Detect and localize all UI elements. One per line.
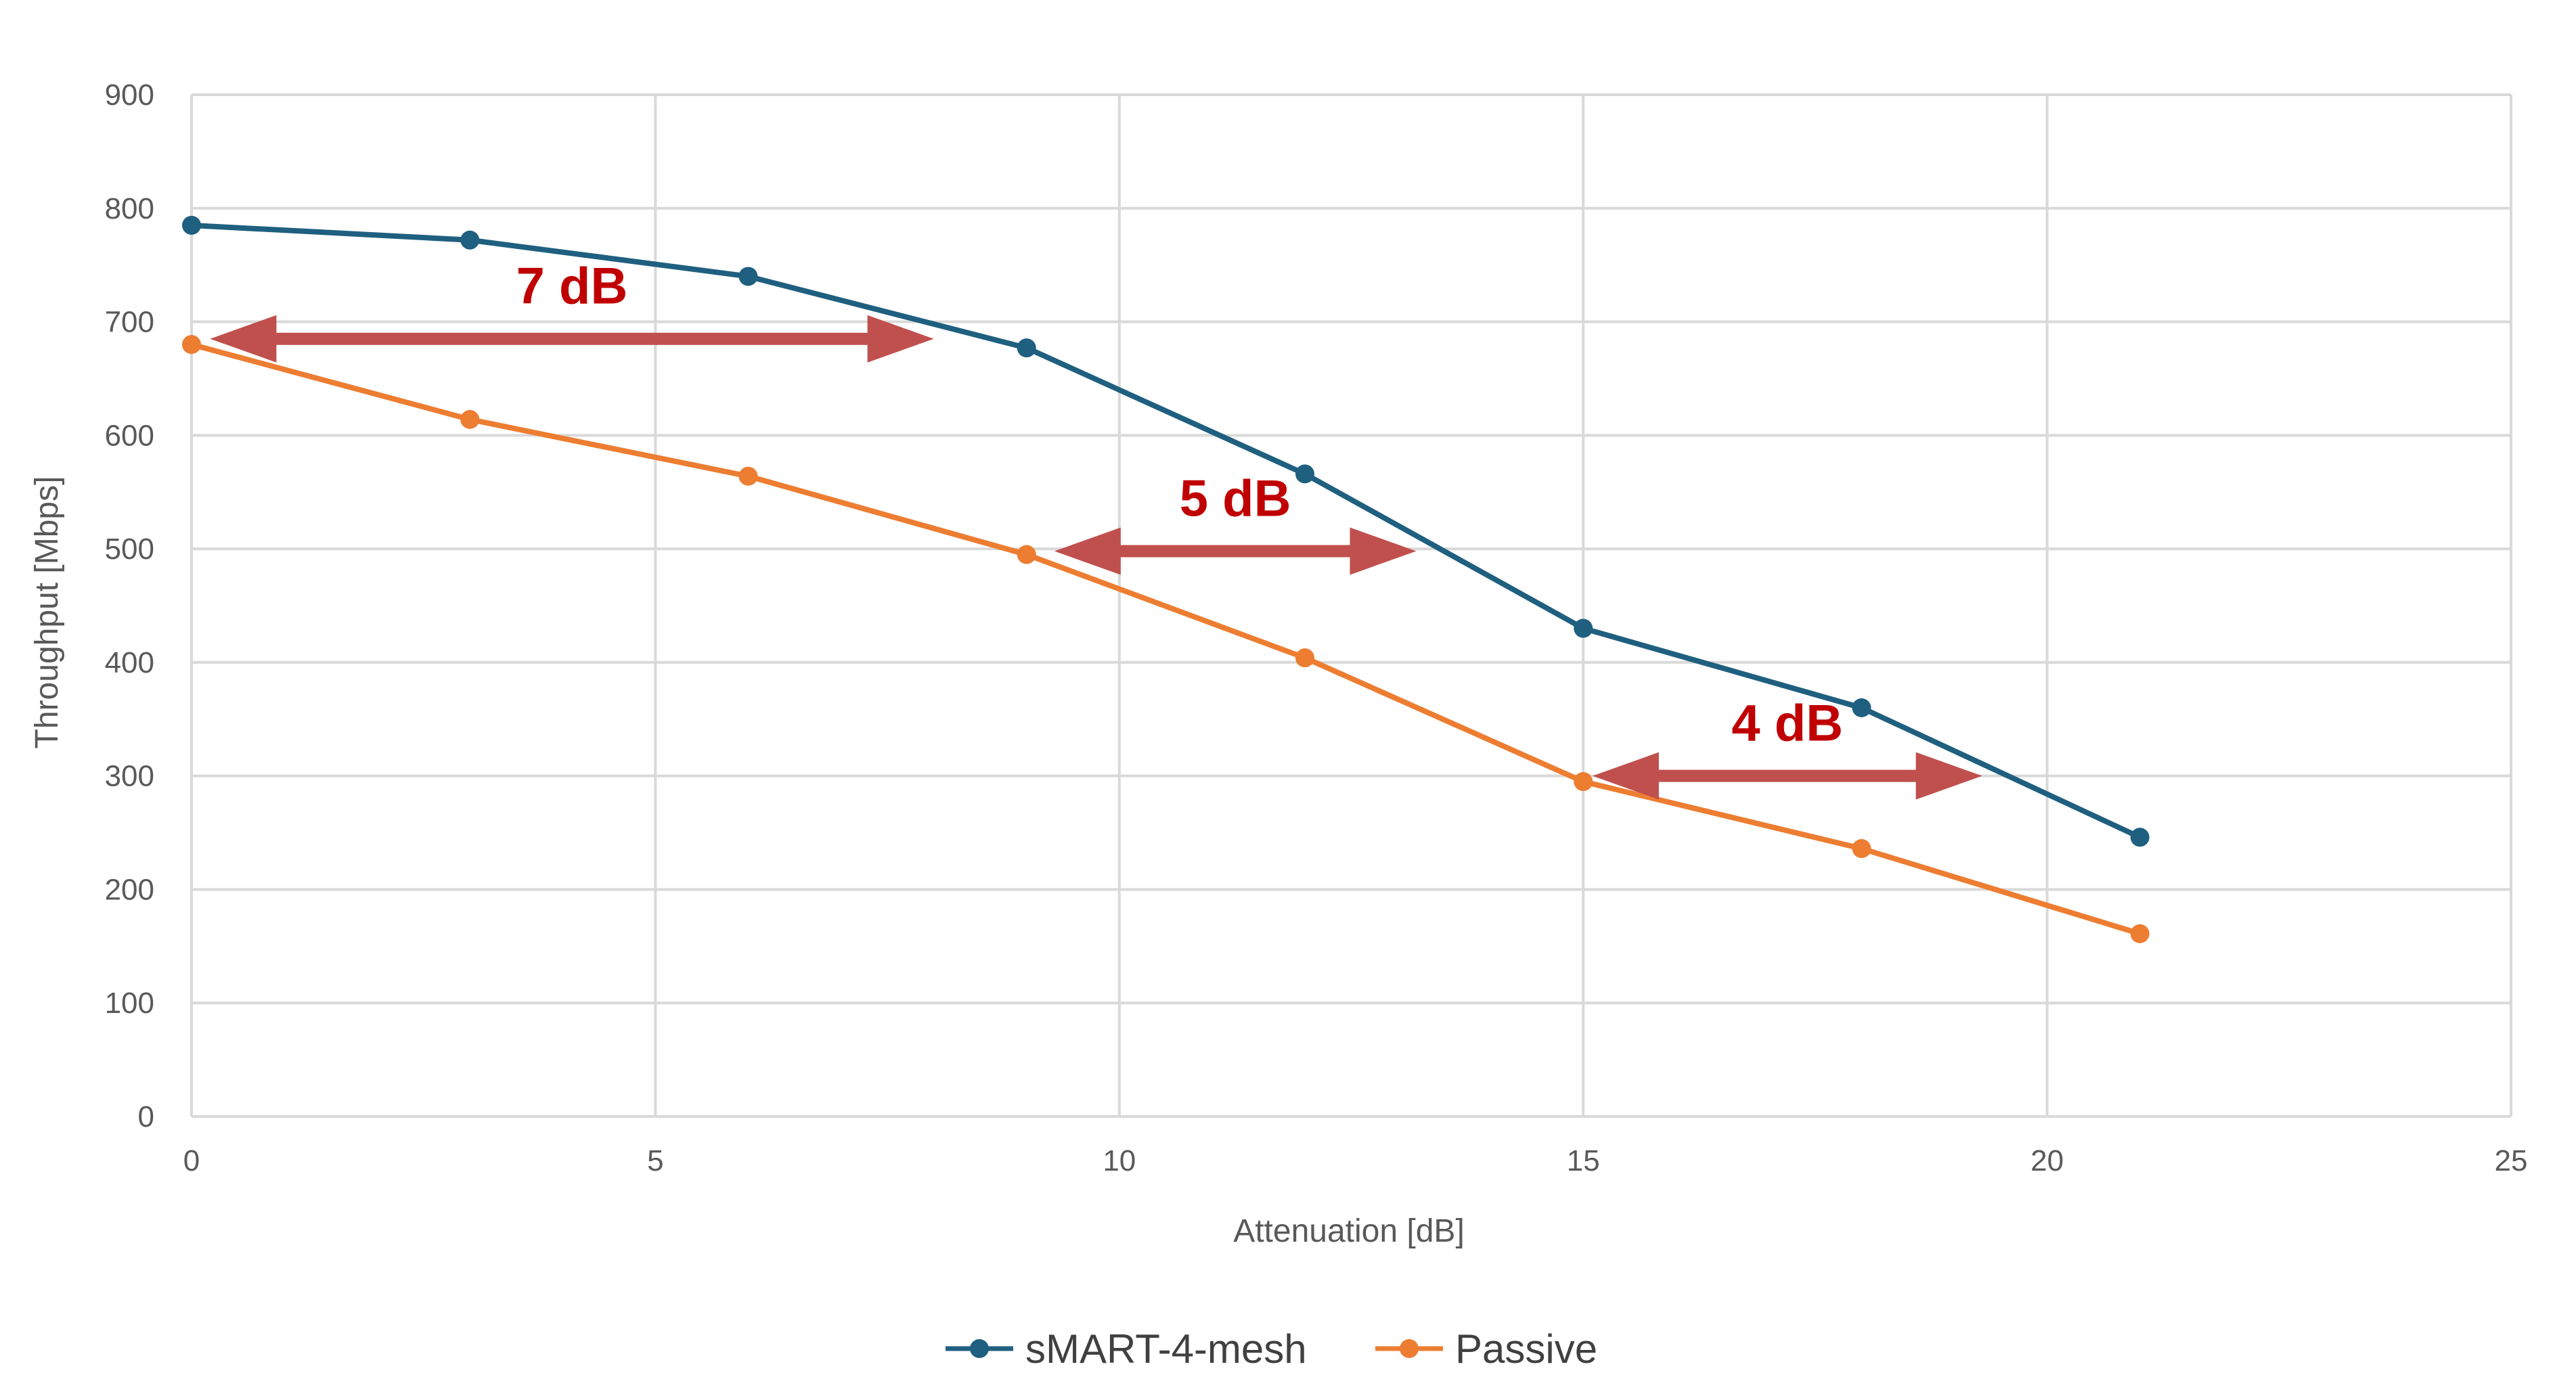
data-point-passive[interactable] [182,335,201,355]
y-tick-label: 200 [105,873,154,906]
data-point-smart-4-mesh[interactable] [738,267,758,286]
y-tick-label: 900 [105,78,154,112]
double-arrow [210,315,934,363]
legend-swatch-marker [1400,1339,1419,1358]
data-point-smart-4-mesh[interactable] [1295,464,1314,484]
annotations: 7 dB 5 dB 4 dB [210,258,1982,800]
data-point-smart-4-mesh[interactable] [2130,828,2150,847]
y-tick-label: 400 [105,646,154,679]
y-tick-label: 100 [105,987,154,1020]
legend: sMART-4-mesh Passive [946,1326,1597,1372]
y-axis-ticks: 0 100 200 300 400 500 600 700 800 900 [105,78,154,1133]
series-points [182,215,2150,943]
annotation-label: 7 dB [516,258,628,315]
y-tick-label: 600 [105,419,154,452]
x-axis-label: Attenuation [dB] [1233,1213,1465,1249]
legend-swatch-marker [970,1339,989,1358]
data-point-smart-4-mesh[interactable] [1017,338,1036,358]
legend-item-smart-4-mesh[interactable]: sMART-4-mesh [946,1326,1307,1372]
annotation-arrow: 7 dB [210,258,934,363]
legend-item-passive[interactable]: Passive [1375,1326,1597,1372]
data-point-passive[interactable] [2130,924,2150,943]
y-tick-label: 800 [105,192,154,225]
x-tick-label: 5 [647,1144,663,1177]
x-tick-label: 15 [1567,1144,1600,1177]
double-arrow [1592,752,1982,800]
data-point-passive[interactable] [738,466,758,486]
data-point-passive[interactable] [1574,772,1593,792]
legend-label-smart-4-mesh: sMART-4-mesh [1025,1326,1307,1372]
data-point-smart-4-mesh[interactable] [1574,618,1593,638]
legend-label-passive: Passive [1455,1326,1597,1372]
data-point-passive[interactable] [1295,648,1314,668]
data-point-passive[interactable] [460,409,480,429]
data-point-passive[interactable] [1852,839,1871,859]
series-line-passive [190,342,2141,937]
data-point-smart-4-mesh[interactable] [1852,698,1871,717]
x-axis-ticks: 0 5 10 15 20 25 [183,1144,2528,1177]
data-point-smart-4-mesh[interactable] [182,215,201,235]
annotation-label: 5 dB [1180,470,1291,527]
series-line-smart-4-mesh [191,222,2141,840]
x-tick-label: 0 [183,1144,200,1177]
x-tick-label: 25 [2495,1144,2528,1177]
annotation-arrow: 4 dB [1592,695,1982,800]
x-tick-label: 20 [2030,1144,2064,1177]
double-arrow [1054,527,1417,575]
y-tick-label: 700 [105,306,154,339]
y-tick-label: 500 [105,533,154,566]
data-point-passive[interactable] [1017,545,1036,564]
series-lines [190,222,2141,937]
annotation-label: 4 dB [1731,695,1843,752]
y-tick-label: 0 [138,1100,154,1133]
y-axis-label: Throughput [Mbps] [29,476,65,749]
annotation-arrow: 5 dB [1054,470,1417,575]
x-tick-label: 10 [1103,1144,1136,1177]
y-tick-label: 300 [105,760,154,793]
data-point-smart-4-mesh[interactable] [460,230,480,250]
